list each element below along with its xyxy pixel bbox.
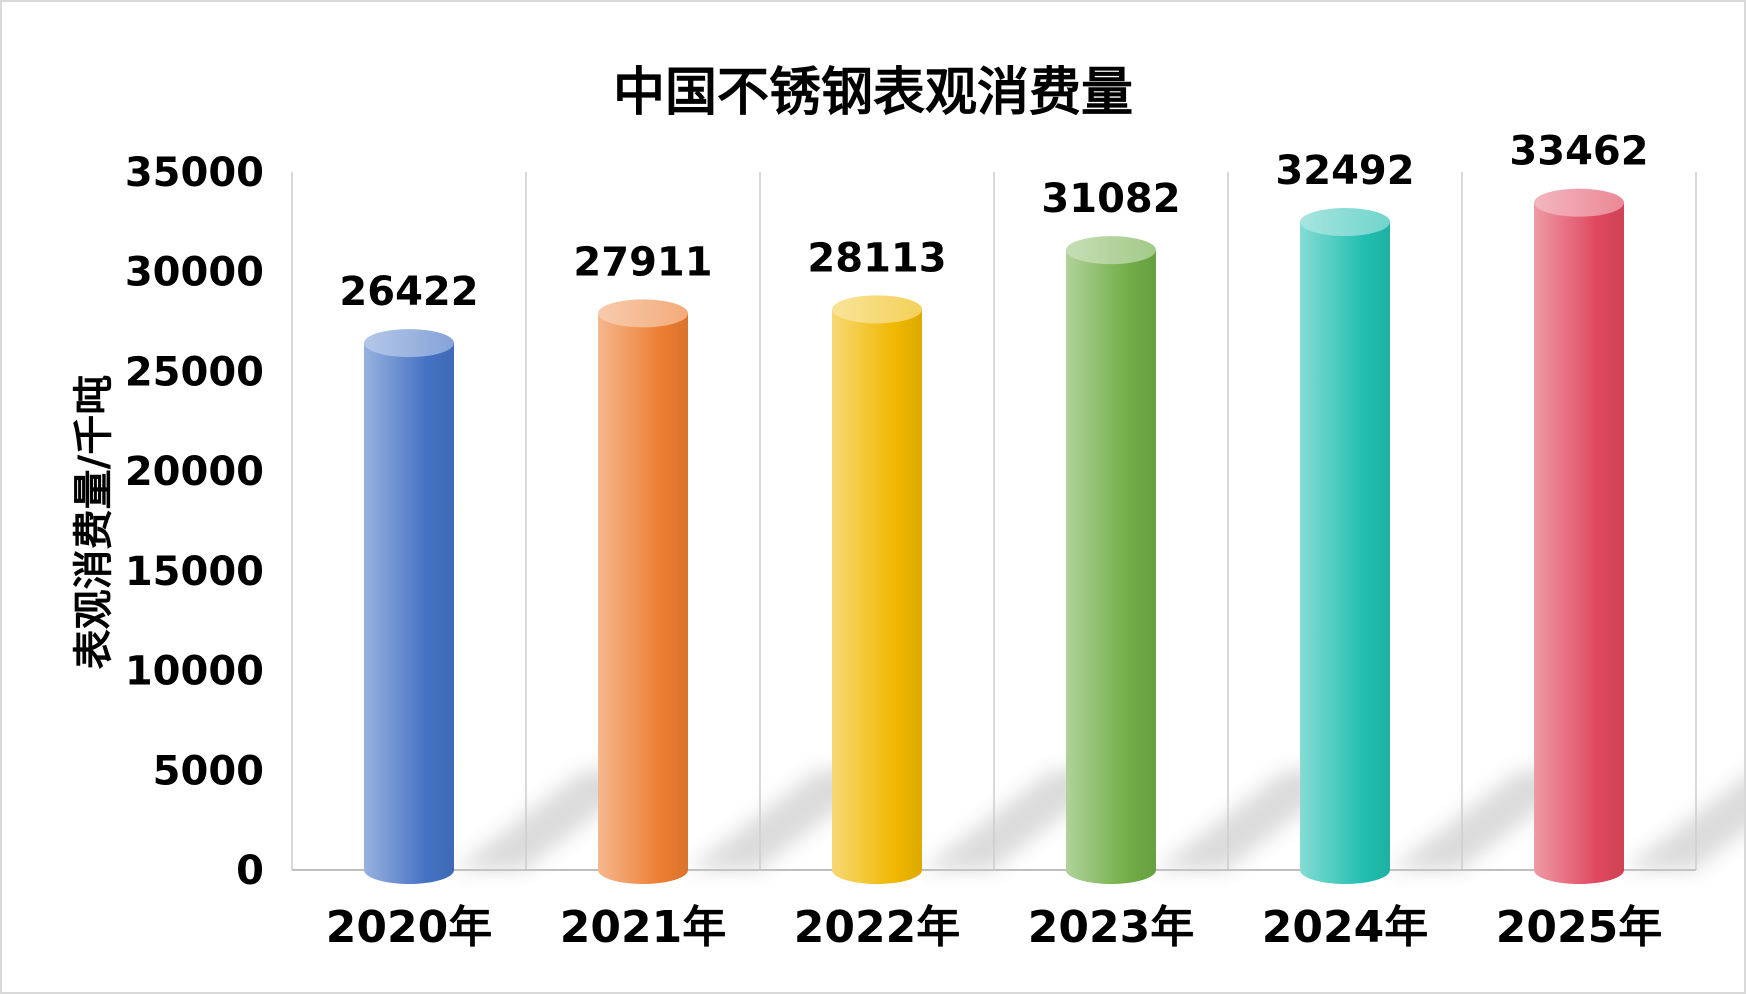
bar-base — [1300, 856, 1390, 884]
bar-shadow — [1624, 777, 1744, 870]
bar — [1534, 188, 1624, 884]
bar-top — [832, 295, 922, 324]
bar-top — [1534, 188, 1624, 217]
bar-base — [1066, 856, 1156, 884]
bar-body — [364, 343, 454, 870]
bar-body — [1300, 222, 1390, 870]
y-tick-label: 30000 — [125, 250, 264, 296]
y-tick-label: 35000 — [125, 150, 264, 196]
bar-value-label: 31082 — [1041, 176, 1180, 222]
y-tick-label: 20000 — [125, 449, 264, 495]
bar — [364, 329, 454, 884]
bar-body — [832, 309, 922, 871]
bar-value-label: 27911 — [573, 239, 712, 285]
bar-body — [1534, 202, 1624, 870]
bar-base — [364, 856, 454, 884]
bar-value-label: 28113 — [807, 235, 946, 281]
bar-value-label: 26422 — [339, 269, 478, 315]
bar — [1300, 208, 1390, 884]
x-tick-label: 2020年 — [326, 902, 492, 953]
x-tick-label: 2023年 — [1028, 902, 1194, 953]
bar — [1066, 236, 1156, 884]
bar-base — [1534, 856, 1624, 884]
y-tick-label: 5000 — [153, 748, 264, 794]
bar-value-label: 32492 — [1275, 148, 1414, 194]
y-tick-label: 25000 — [125, 349, 264, 395]
bar-top — [598, 299, 688, 328]
bar — [598, 299, 688, 884]
bar-top — [364, 329, 454, 358]
chart-title: 中国不锈钢表观消费量 — [612, 63, 1133, 123]
bar-top — [1300, 208, 1390, 237]
bar-base — [832, 856, 922, 884]
x-tick-label: 2025年 — [1496, 902, 1662, 953]
x-tick-label: 2024年 — [1262, 902, 1428, 953]
bar-base — [598, 856, 688, 884]
bar-value-label: 33462 — [1509, 129, 1648, 175]
bar-body — [598, 313, 688, 871]
bar — [832, 295, 922, 884]
y-tick-label: 10000 — [125, 649, 264, 695]
bar-body — [1066, 250, 1156, 870]
x-tick-label: 2022年 — [794, 902, 960, 953]
y-tick-label: 0 — [236, 848, 264, 894]
x-tick-label: 2021年 — [560, 902, 726, 953]
y-tick-label: 15000 — [125, 549, 264, 595]
bar-top — [1066, 236, 1156, 265]
